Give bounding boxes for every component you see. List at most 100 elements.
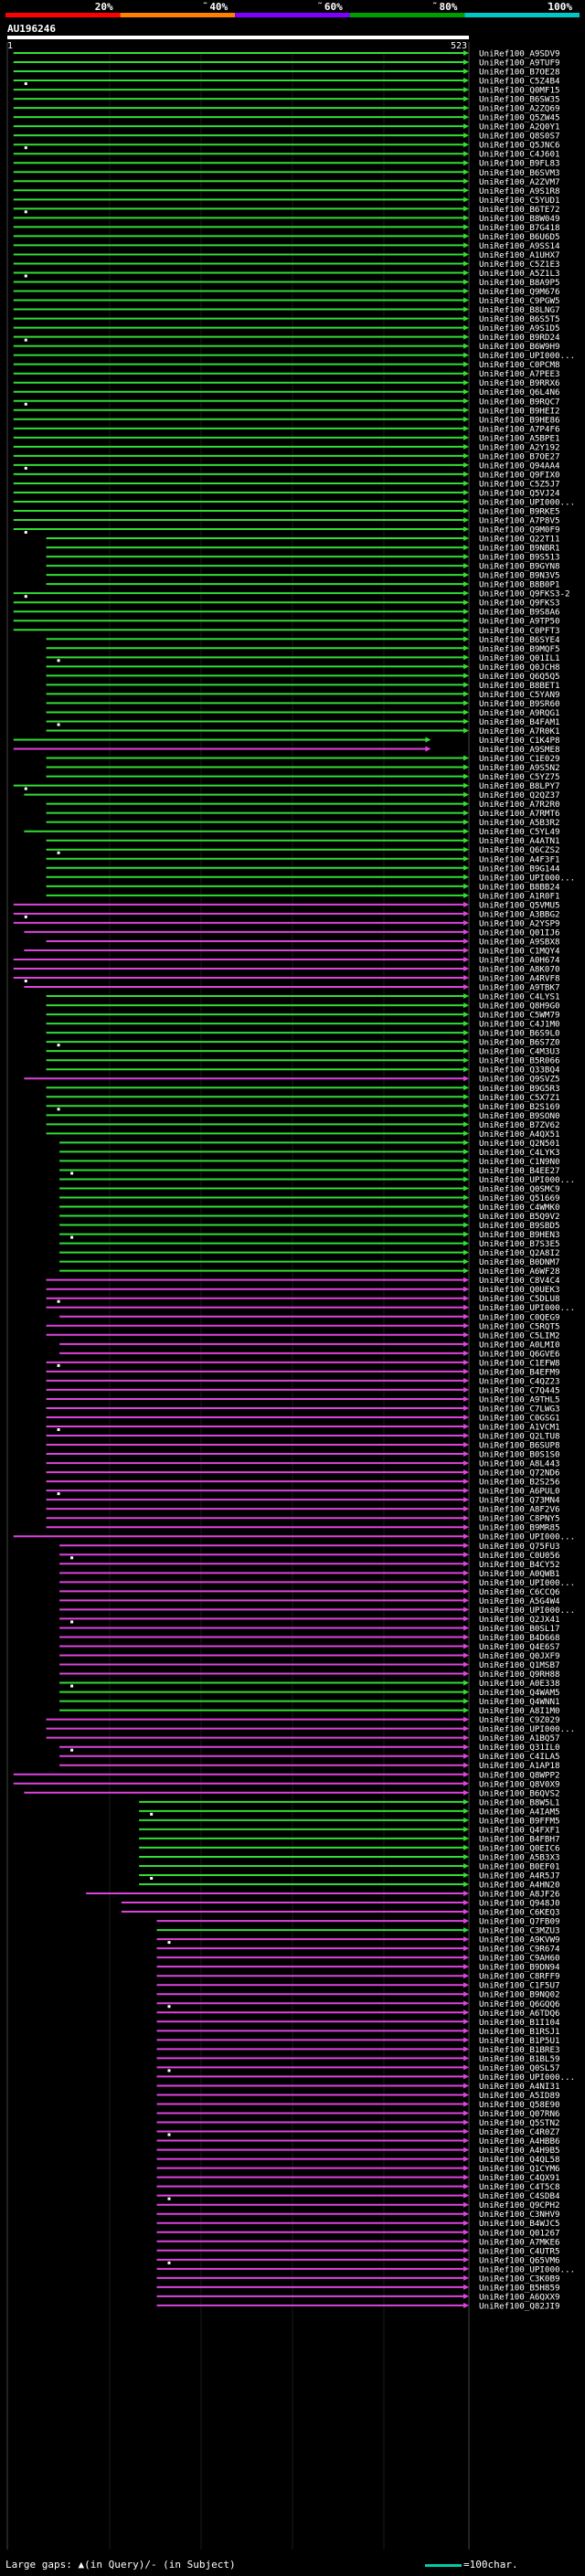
hit-row[interactable]: UniRef100_C1K4P8 — [13, 736, 560, 746]
hit-label[interactable]: UniRef100_C1K4P8 — [479, 736, 560, 746]
hit-label[interactable]: UniRef100_Q75FU3 — [479, 1542, 560, 1552]
hit-label[interactable]: UniRef100_UPI000... — [479, 1606, 575, 1616]
hit-label[interactable]: UniRef100_A3BBG2 — [479, 909, 560, 919]
hit-label[interactable]: UniRef100_Q8H9G0 — [479, 1002, 560, 1012]
hit-row[interactable]: UniRef100_A6WF28 — [59, 1267, 560, 1277]
hit-label[interactable]: UniRef100_C0U056 — [479, 1551, 560, 1561]
hit-row[interactable]: UniRef100_Q9M676 — [13, 287, 560, 297]
hit-row[interactable]: UniRef100_Q9FIX0 — [13, 470, 560, 480]
hit-label[interactable]: UniRef100_C5RQT5 — [479, 1321, 560, 1331]
hit-label[interactable]: UniRef100_B4EFM9 — [479, 1367, 560, 1377]
hit-label[interactable]: UniRef100_B9RD24 — [479, 333, 560, 343]
hit-row[interactable]: UniRef100_Q0UEK3 — [46, 1285, 560, 1295]
hit-row[interactable]: UniRef100_B9GYN8 — [46, 562, 560, 572]
hit-row[interactable]: UniRef100_Q8V0X9 — [13, 1779, 560, 1789]
hit-label[interactable]: UniRef100_Q9M676 — [479, 287, 560, 297]
hit-label[interactable]: UniRef100_B9GYN8 — [479, 562, 560, 572]
hit-label[interactable]: UniRef100_Q4QL58 — [479, 2155, 560, 2165]
hit-label[interactable]: UniRef100_Q0MF15 — [479, 86, 560, 96]
hit-row[interactable]: UniRef100_B6SUP8 — [46, 1441, 560, 1451]
hit-row[interactable]: UniRef100_B9RD24 — [13, 333, 560, 343]
hit-row[interactable]: UniRef100_B9NQ02 — [156, 1990, 560, 2000]
hit-row[interactable]: UniRef100_C1E029 — [46, 754, 560, 764]
hit-row[interactable]: UniRef100_C7LWG3 — [46, 1404, 560, 1414]
hit-label[interactable]: UniRef100_Q4E6S7 — [479, 1642, 560, 1652]
hit-row[interactable]: UniRef100_A4HBB6 — [156, 2136, 560, 2147]
hit-label[interactable]: UniRef100_Q1CYM6 — [479, 2164, 560, 2174]
hit-row[interactable]: UniRef100_UPI000... — [46, 1303, 576, 1313]
hit-row[interactable]: UniRef100_UPI000... — [13, 1532, 575, 1542]
hit-row[interactable]: UniRef100_Q8H9G0 — [46, 1002, 560, 1012]
hit-row[interactable]: UniRef100_C5Z5J7 — [13, 479, 560, 489]
hit-row[interactable]: UniRef100_B6S7Z0 — [46, 1038, 560, 1048]
hit-row[interactable]: UniRef100_B8LNG7 — [13, 305, 560, 315]
hit-row[interactable]: UniRef100_Q07RN6 — [156, 2109, 560, 2119]
hit-row[interactable]: UniRef100_Q4WAM5 — [59, 1688, 560, 1698]
hit-row[interactable]: UniRef100_B9FL83 — [13, 159, 560, 169]
hit-label[interactable]: UniRef100_B6SW35 — [479, 95, 560, 105]
hit-label[interactable]: UniRef100_B9N3V5 — [479, 571, 560, 581]
hit-label[interactable]: UniRef100_A4NI31 — [479, 2082, 560, 2092]
hit-row[interactable]: UniRef100_A7R0K1 — [46, 726, 560, 737]
hit-label[interactable]: UniRef100_Q2LTU8 — [479, 1432, 560, 1442]
hit-row[interactable]: UniRef100_B5R066 — [46, 1056, 560, 1066]
hit-label[interactable]: UniRef100_B8LPY7 — [479, 781, 560, 791]
hit-row[interactable]: UniRef100_Q1MSB7 — [59, 1660, 560, 1670]
hit-label[interactable]: UniRef100_C5DLU8 — [479, 1294, 560, 1304]
hit-label[interactable]: UniRef100_Q2N501 — [479, 1139, 560, 1149]
hit-label[interactable]: UniRef100_A1AP18 — [479, 1761, 560, 1771]
hit-label[interactable]: UniRef100_A4RVF8 — [479, 974, 560, 984]
hit-row[interactable]: UniRef100_C4UTR5 — [156, 2246, 560, 2256]
hit-label[interactable]: UniRef100_A2ZVM7 — [479, 177, 560, 187]
hit-row[interactable]: UniRef100_A9TP50 — [13, 617, 560, 627]
hit-label[interactable]: UniRef100_C0PFT3 — [479, 626, 560, 636]
hit-label[interactable]: UniRef100_Q9M0F9 — [479, 525, 560, 535]
hit-label[interactable]: UniRef100_UPI000... — [479, 497, 575, 507]
hit-row[interactable]: UniRef100_Q65VM6 — [156, 2255, 560, 2265]
hit-label[interactable]: UniRef100_A7PEE3 — [479, 369, 560, 379]
hit-row[interactable]: UniRef100_A4NI31 — [156, 2082, 560, 2092]
hit-label[interactable]: UniRef100_C5Z4B4 — [479, 77, 560, 87]
hit-label[interactable]: UniRef100_Q8V0X9 — [479, 1779, 560, 1789]
hit-row[interactable]: UniRef100_A5G4W4 — [59, 1596, 560, 1606]
hit-label[interactable]: UniRef100_Q5VJ24 — [479, 488, 560, 498]
hit-label[interactable]: UniRef100_B9HEN3 — [479, 1230, 560, 1240]
hit-label[interactable]: UniRef100_A8I1M0 — [479, 1706, 560, 1716]
hit-label[interactable]: UniRef100_C5YUD1 — [479, 196, 560, 206]
hit-label[interactable]: UniRef100_A4QX51 — [479, 1129, 560, 1140]
hit-label[interactable]: UniRef100_UPI000... — [479, 1724, 575, 1734]
hit-row[interactable]: UniRef100_Q5VJ24 — [13, 488, 560, 498]
hit-row[interactable]: UniRef100_A6TDQ6 — [156, 2009, 560, 2019]
hit-label[interactable]: UniRef100_Q94AA4 — [479, 461, 560, 471]
hit-row[interactable]: UniRef100_Q01267 — [156, 2228, 560, 2238]
hit-label[interactable]: UniRef100_Q9RH88 — [479, 1670, 560, 1680]
hit-label[interactable]: UniRef100_B6S5T5 — [479, 314, 560, 324]
hit-label[interactable]: UniRef100_Q72ND6 — [479, 1468, 560, 1479]
hit-row[interactable]: UniRef100_Q82JI9 — [156, 2301, 560, 2311]
hit-row[interactable]: UniRef100_UPI000... — [46, 1724, 576, 1734]
hit-row[interactable]: UniRef100_Q948J0 — [121, 1899, 560, 1909]
hit-row[interactable]: UniRef100_B4WJC5 — [156, 2219, 560, 2229]
hit-label[interactable]: UniRef100_C5YZ75 — [479, 772, 560, 782]
hit-label[interactable]: UniRef100_B9FL83 — [479, 159, 560, 169]
hit-label[interactable]: UniRef100_C4R0Z7 — [479, 2127, 560, 2137]
hit-label[interactable]: UniRef100_A2Q0Y1 — [479, 122, 560, 133]
hit-label[interactable]: UniRef100_C4UTR5 — [479, 2246, 560, 2256]
hit-row[interactable]: UniRef100_C0PCM8 — [13, 360, 560, 370]
hit-row[interactable]: UniRef100_C4QX91 — [156, 2173, 560, 2183]
hit-label[interactable]: UniRef100_B2S256 — [479, 1478, 560, 1488]
hit-label[interactable]: UniRef100_Q82JI9 — [479, 2301, 560, 2311]
hit-row[interactable]: UniRef100_B6SYE4 — [46, 635, 560, 645]
hit-row[interactable]: UniRef100_B9HE86 — [13, 415, 560, 425]
hit-label[interactable]: UniRef100_A5G4W4 — [479, 1596, 560, 1606]
hit-label[interactable]: UniRef100_Q73MN4 — [479, 1496, 560, 1506]
hit-row[interactable]: UniRef100_B9DN94 — [156, 1963, 560, 1973]
hit-label[interactable]: UniRef100_Q0SMC9 — [479, 1184, 560, 1194]
hit-row[interactable]: UniRef100_Q51669 — [59, 1193, 560, 1203]
hit-row[interactable]: UniRef100_Q0JXF9 — [59, 1651, 560, 1661]
hit-row[interactable]: UniRef100_C7Q445 — [46, 1385, 560, 1395]
hit-row[interactable]: UniRef100_B8W5L1 — [139, 1797, 560, 1807]
hit-row[interactable]: UniRef100_Q73MN4 — [46, 1496, 560, 1506]
hit-row[interactable]: UniRef100_A9RQG1 — [46, 708, 560, 718]
hit-label[interactable]: UniRef100_C8PNY5 — [479, 1514, 560, 1524]
